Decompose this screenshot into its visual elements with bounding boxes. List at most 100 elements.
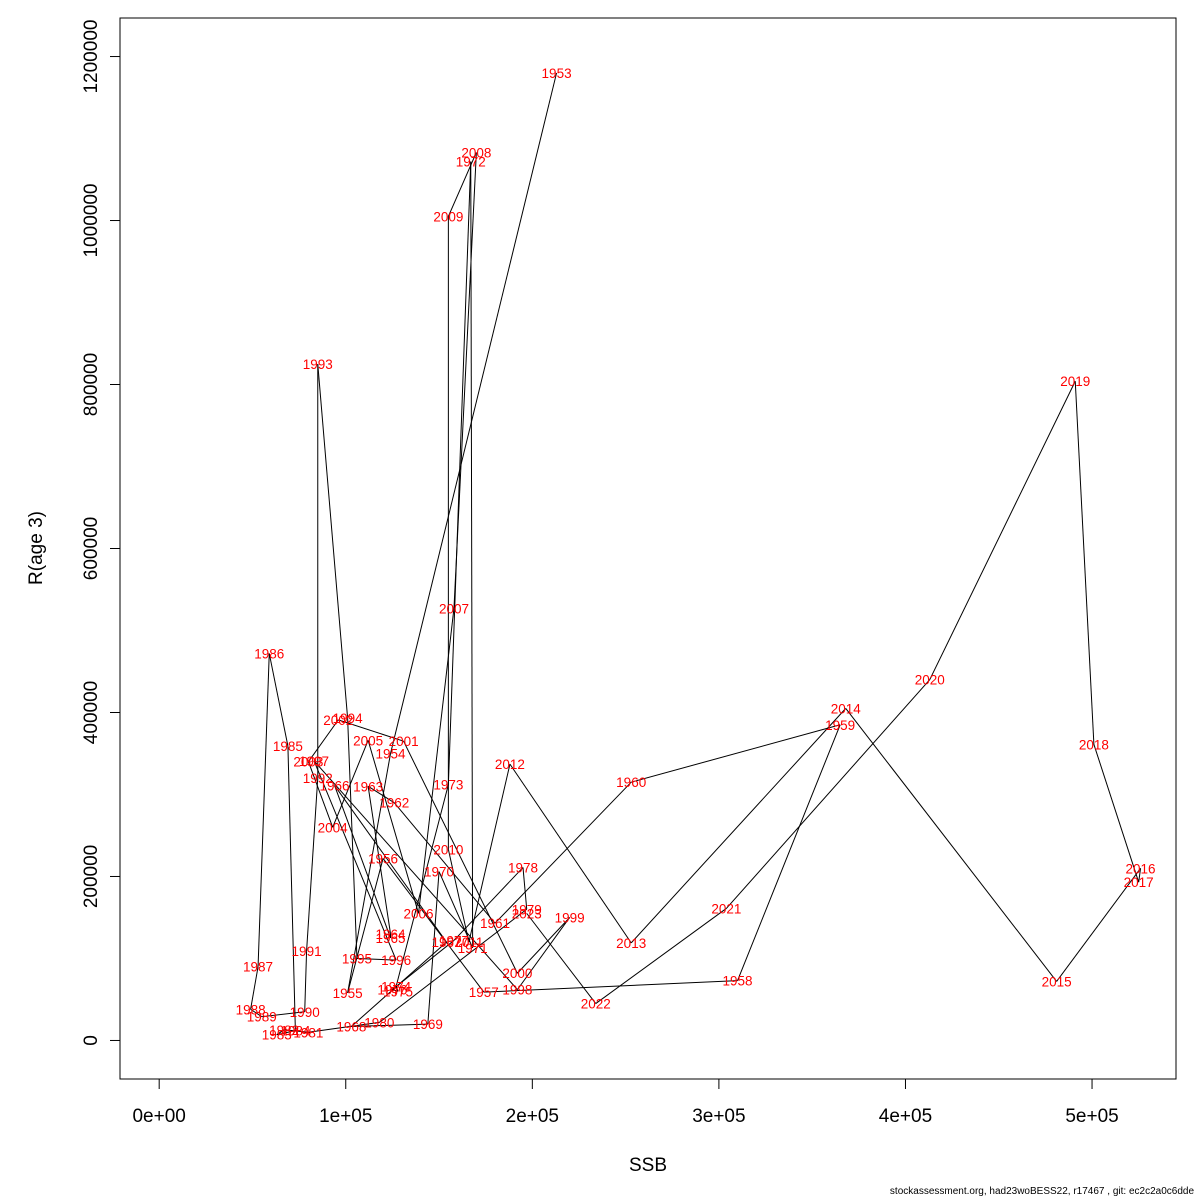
series-segment — [338, 719, 404, 742]
series-segment — [468, 764, 511, 943]
year-label-2006: 2006 — [403, 906, 433, 921]
series-segment — [392, 989, 399, 992]
series-segment — [307, 761, 334, 828]
series-segment — [308, 1021, 380, 1033]
year-label-1969: 1969 — [413, 1017, 443, 1032]
series-segment — [287, 746, 296, 1031]
series-segment — [347, 718, 358, 959]
y-tick-label: 0 — [81, 1035, 102, 1046]
year-label-2007: 2007 — [439, 601, 469, 616]
year-label-2011: 2011 — [454, 935, 483, 950]
year-label-1965: 1965 — [376, 931, 406, 946]
series-segment — [447, 849, 470, 943]
year-label-2000: 2000 — [502, 966, 532, 981]
series-segment — [313, 760, 518, 990]
year-label-1993: 1993 — [303, 357, 333, 372]
y-tick-label: 1200000 — [81, 20, 102, 94]
y-axis: 0 200000 400000 600000 800000 1000000 1200000 — [81, 20, 121, 1046]
year-label-1954: 1954 — [376, 746, 407, 761]
year-label-1990: 1990 — [290, 1005, 320, 1020]
series-segment — [393, 802, 496, 924]
series-segment — [630, 708, 847, 944]
year-label-1981: 1981 — [293, 1025, 323, 1040]
x-tick-label: 5e+05 — [1065, 1106, 1118, 1127]
year-label-1996: 1996 — [381, 953, 411, 968]
year-label-1975: 1975 — [383, 984, 413, 999]
series-segment — [313, 760, 397, 961]
year-label-2014: 2014 — [831, 701, 862, 716]
year-label-1991: 1991 — [292, 944, 322, 959]
series-segment — [356, 957, 397, 961]
year-label-1976: 1976 — [377, 983, 407, 998]
y-tick-label: 200000 — [81, 845, 102, 908]
series-segment — [306, 778, 319, 952]
series-segment — [1074, 381, 1095, 745]
y-tick-label: 400000 — [81, 681, 102, 744]
year-label-1995: 1995 — [342, 951, 372, 966]
year-label-2010: 2010 — [433, 842, 463, 857]
series-segment — [447, 161, 472, 785]
series-segment — [526, 913, 597, 1004]
series-segment — [367, 740, 419, 914]
series-segment — [382, 858, 485, 993]
series-segment — [276, 1030, 296, 1036]
series-segment — [470, 161, 474, 948]
series-segment — [250, 1008, 263, 1018]
series-segment — [304, 951, 308, 1012]
year-label-1984: 1984 — [280, 1024, 311, 1039]
series-segment — [392, 940, 455, 991]
series-segment — [522, 867, 528, 910]
series-segment — [725, 679, 931, 909]
year-label-1978: 1978 — [508, 860, 538, 875]
series-segment — [516, 917, 571, 990]
year-label-2008: 2008 — [461, 145, 491, 160]
year-label-1970: 1970 — [424, 865, 454, 880]
series-segment — [1093, 744, 1140, 883]
year-label-1983: 1983 — [262, 1028, 292, 1043]
series-segment — [347, 858, 384, 994]
series-segment — [317, 363, 349, 719]
x-tick-label: 1e+05 — [319, 1106, 372, 1127]
year-label-1958: 1958 — [723, 974, 753, 989]
year-label-1966: 1966 — [320, 778, 350, 793]
series-segment — [595, 908, 727, 1004]
x-axis: 0e+00 1e+05 2e+05 3e+05 4e+05 5e+05 — [132, 1078, 1119, 1127]
series-segment — [395, 986, 399, 992]
series-segment — [334, 785, 447, 943]
series-segment — [334, 785, 391, 939]
series-segment — [509, 763, 632, 944]
year-label-2015: 2015 — [1042, 974, 1072, 989]
year-label-1989: 1989 — [247, 1010, 277, 1025]
year-label-2004: 2004 — [318, 820, 349, 835]
year-label-1992: 1992 — [303, 771, 333, 786]
series-segment — [257, 653, 270, 967]
year-label-2005: 2005 — [353, 733, 383, 748]
y-tick-label: 1000000 — [81, 184, 102, 258]
series-segment — [268, 653, 289, 747]
x-tick-label: 4e+05 — [879, 1106, 932, 1127]
y-tick-label: 600000 — [81, 517, 102, 580]
year-label-2023: 2023 — [512, 906, 542, 921]
year-label-1972: 1972 — [456, 154, 486, 169]
year-label-1999: 1999 — [555, 910, 585, 925]
year-label-1957: 1957 — [469, 985, 499, 1000]
year-label-2003: 2003 — [293, 755, 323, 770]
series-segment — [403, 740, 518, 974]
x-tick-label: 0e+00 — [132, 1106, 185, 1127]
year-label-1987: 1987 — [243, 960, 273, 975]
series-segment — [517, 917, 571, 974]
year-labels: 1953 1954 1955 1956 1957 1958 1959 1960 1961 1962… — [236, 66, 1156, 1043]
series-segment — [276, 1029, 285, 1036]
series-segment — [427, 871, 440, 1025]
year-label-1961: 1961 — [480, 916, 510, 931]
series-segment — [332, 740, 369, 828]
series-segment — [453, 152, 477, 609]
series-segment — [284, 1029, 309, 1033]
year-label-1964: 1964 — [376, 927, 407, 942]
year-label-1953: 1953 — [542, 66, 572, 81]
year-label-2018: 2018 — [1079, 737, 1109, 752]
series-segment — [929, 381, 1076, 680]
series-segment — [1056, 867, 1141, 982]
year-label-1967: 1967 — [431, 935, 461, 950]
year-label-1973: 1973 — [433, 778, 463, 793]
